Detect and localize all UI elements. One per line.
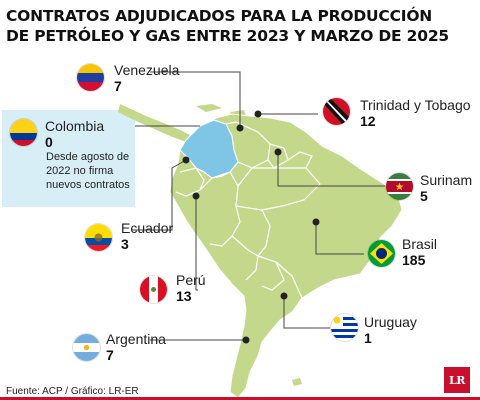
leader-uruguay <box>283 296 330 329</box>
surinam-flag-icon <box>386 173 413 200</box>
colombia-note: Desde agosto de 2022 no firma nuevos con… <box>46 151 130 191</box>
trinidad-count: 12 <box>360 113 376 129</box>
venezuela-name: Venezuela <box>114 62 180 78</box>
ecuador-flag-icon <box>85 224 112 251</box>
label-trinidad: Trinidad y Tobago 12 <box>360 97 471 130</box>
central-america-land <box>118 104 192 142</box>
peru-flag-icon <box>140 276 167 303</box>
leader-lines <box>132 71 385 341</box>
argentina-count: 7 <box>106 347 114 363</box>
leader-ecuador <box>132 159 187 231</box>
uruguay-count: 1 <box>364 330 372 346</box>
trinidad-name: Trinidad y Tobago <box>360 97 471 113</box>
brasil-name: Brasil <box>402 236 438 252</box>
leader-brasil <box>315 222 364 255</box>
leader-surinam <box>277 152 385 187</box>
country-borders <box>175 121 321 299</box>
continent-land <box>169 113 403 399</box>
label-venezuela: Venezuela 7 <box>114 62 179 95</box>
label-surinam: Surinam 5 <box>420 172 472 205</box>
peru-count: 13 <box>176 288 192 304</box>
argentina-name: Argentina <box>106 331 166 347</box>
colombia-flag-icon <box>10 119 37 146</box>
uruguay-flag-icon <box>331 314 358 341</box>
label-brasil: Brasil 185 <box>402 236 437 269</box>
map-title: CONTRATOS ADJUDICADOS PARA LA PRODUCCIÓN… <box>6 6 449 46</box>
label-colombia: Colombia 0 <box>45 118 104 151</box>
dot-trinidad <box>254 110 262 118</box>
brasil-count: 185 <box>402 252 426 268</box>
dot-brasil <box>312 218 320 226</box>
venezuela-flag-icon <box>77 64 104 91</box>
dot-peru <box>192 192 200 200</box>
label-ecuador: Ecuador 3 <box>121 220 173 253</box>
colombia-count: 0 <box>45 134 53 150</box>
dot-venezuela <box>236 124 244 132</box>
falkland-islands <box>292 378 302 386</box>
caribbean-island <box>196 104 222 112</box>
ecuador-name: Ecuador <box>121 220 174 236</box>
venezuela-count: 7 <box>114 78 122 94</box>
source-credit: Fuente: ACP / Gráfico: LR-ER <box>6 386 139 397</box>
surinam-count: 5 <box>420 188 428 204</box>
label-argentina: Argentina 7 <box>106 331 166 364</box>
surinam-name: Surinam <box>420 172 473 188</box>
dot-argentina <box>242 336 250 344</box>
ecuador-count: 3 <box>121 236 129 252</box>
leader-peru <box>195 196 198 291</box>
peru-name: Perú <box>176 272 206 288</box>
colombia-name: Colombia <box>45 118 105 134</box>
bottom-rule <box>0 397 480 400</box>
argentina-flag-icon <box>73 334 100 361</box>
dot-uruguay <box>280 292 288 300</box>
label-peru: Perú 13 <box>176 272 206 305</box>
lr-logo: LR <box>444 367 470 393</box>
leader-venezuela <box>150 71 241 128</box>
label-uruguay: Uruguay 1 <box>364 314 417 347</box>
brasil-flag-icon <box>368 240 395 267</box>
dot-surinam <box>274 148 282 156</box>
uruguay-name: Uruguay <box>364 314 417 330</box>
marker-dots <box>182 110 320 344</box>
title-line-2: DE PETRÓLEO Y GAS ENTRE 2023 Y MARZO DE … <box>6 27 449 45</box>
dot-ecuador <box>182 156 190 164</box>
title-line-1: CONTRATOS ADJUDICADOS PARA LA PRODUCCIÓN <box>6 7 433 25</box>
colombia-info-box: Desde agosto de 2022 no firma nuevos con… <box>2 110 135 207</box>
trinidad-flag-icon <box>323 98 350 125</box>
